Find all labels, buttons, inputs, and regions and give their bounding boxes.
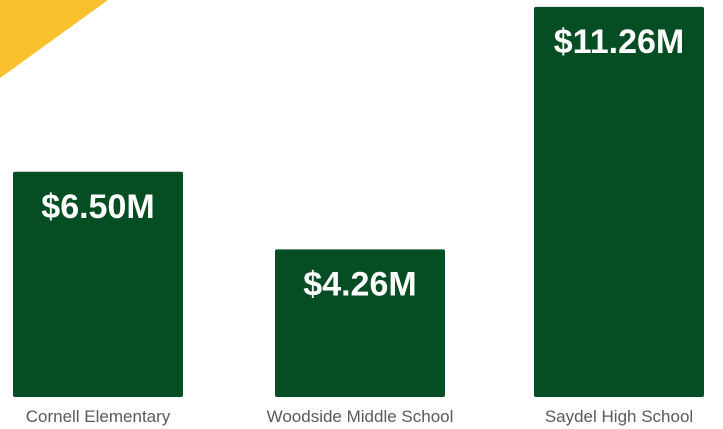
category-labels-group: Cornell Elementary Woodside Middle School… [26, 407, 693, 426]
bar-1 [13, 171, 183, 397]
bar-2 [275, 249, 445, 397]
bar-value-label-3: $11.26M [554, 23, 684, 61]
bar-labels-group: $6.50M $4.26M $11.26M [41, 23, 684, 304]
bar-value-label-2: $4.26M [303, 265, 416, 303]
category-label-1: Cornell Elementary [26, 407, 171, 426]
bars-group [13, 6, 704, 397]
bar-3 [534, 6, 704, 397]
bar-value-label-1: $6.50M [41, 188, 154, 226]
category-label-3: Saydel High School [545, 407, 693, 426]
category-label-2: Woodside Middle School [267, 407, 454, 426]
corner-accent-shape [0, 0, 108, 78]
